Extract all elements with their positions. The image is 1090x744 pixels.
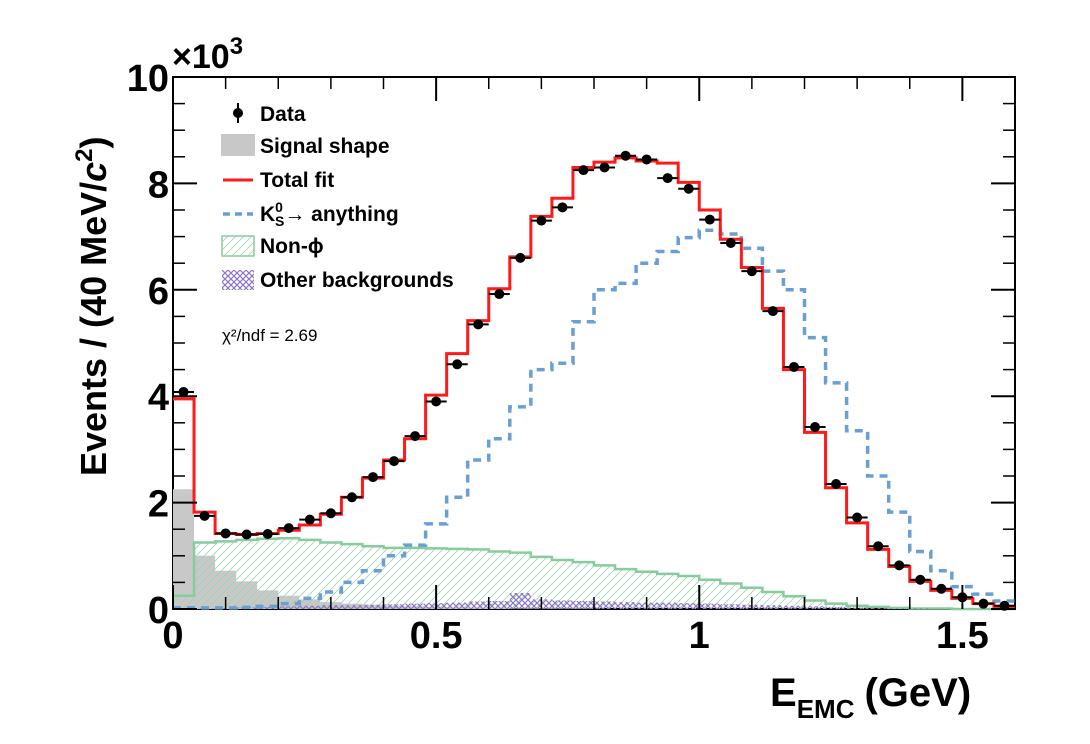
legend-data-label: Data <box>260 103 306 126</box>
legend-nonphi-label: Non-ϕ <box>260 235 324 258</box>
y-tick-label: 0 <box>148 590 169 632</box>
data-point <box>173 386 195 397</box>
data-point <box>720 237 742 248</box>
data-point <box>509 252 531 263</box>
data-point <box>741 266 763 277</box>
legend-ks-label: K0 S→ anything <box>260 199 399 229</box>
data-point <box>551 202 573 213</box>
data-point <box>362 472 384 483</box>
total-fit-series <box>173 156 1015 608</box>
data-point <box>657 173 679 184</box>
data-point <box>636 154 658 165</box>
data-point <box>404 431 426 442</box>
legend-total-label: Total fit <box>260 169 334 192</box>
y-axis-ticks: 0 2 4 6 8 10 <box>127 58 1015 632</box>
data-point <box>446 359 468 370</box>
data-point <box>699 214 721 225</box>
data-point <box>320 508 342 519</box>
x-tick-label: 0.5 <box>410 615 463 657</box>
data-point <box>341 492 363 503</box>
legend-nonphi-swatch <box>221 235 255 257</box>
non-phi-outline <box>173 536 1015 611</box>
ks-anything-line <box>173 228 1015 610</box>
ks-anything-series <box>173 228 1015 610</box>
y-tick-label: 6 <box>148 271 169 313</box>
x-axis-ticks: 0 0.5 1 1.5 <box>162 77 989 657</box>
y-tick-label: 10 <box>127 58 169 100</box>
data-point <box>846 512 868 523</box>
legend: Data Signal shape Total fit K0 S→ anythin… <box>221 103 454 292</box>
data-point <box>572 165 594 176</box>
data-point <box>867 541 889 552</box>
legend-other-swatch <box>222 270 254 290</box>
x-axis-label: EEMC (GeV) <box>770 671 971 724</box>
data-point <box>278 523 300 534</box>
x-tick-label: 1 <box>689 615 710 657</box>
legend-signal-swatch <box>221 134 255 156</box>
data-point <box>530 215 552 226</box>
non-phi-series <box>173 536 1015 611</box>
data-point <box>678 183 700 194</box>
legend-other-label: Other backgrounds <box>260 269 454 292</box>
data-point <box>383 456 405 467</box>
legend-signal-label: Signal shape <box>260 135 390 158</box>
data-point <box>909 574 931 585</box>
y-tick-label: 4 <box>148 377 169 419</box>
data-point <box>488 289 510 300</box>
data-point <box>615 150 637 161</box>
x-tick-label: 1.5 <box>936 615 989 657</box>
data-point <box>467 319 489 330</box>
data-point <box>762 306 784 317</box>
data-point <box>215 528 237 539</box>
data-point <box>888 560 910 571</box>
data-point <box>594 162 616 173</box>
data-point <box>972 598 994 609</box>
data-point <box>299 514 321 525</box>
non-phi-fill <box>173 538 1015 609</box>
y-tick-label: 2 <box>148 484 169 526</box>
y-tick-label: 8 <box>148 164 169 206</box>
y-axis-label: Events / (40 MeV/c2) <box>71 136 114 476</box>
data-point <box>425 396 447 407</box>
data-point <box>783 361 805 372</box>
data-point <box>825 478 847 489</box>
data-point <box>257 528 279 539</box>
legend-data-marker <box>233 103 243 123</box>
data-point <box>236 529 258 540</box>
data-point <box>804 422 826 433</box>
data-points-series <box>173 150 1015 611</box>
total-fit-line <box>173 156 1015 608</box>
data-point <box>194 510 216 521</box>
data-point <box>930 583 952 594</box>
x-tick-label: 0 <box>162 615 183 657</box>
chi2-annotation: χ²/ndf = 2.69 <box>222 326 317 345</box>
y-exponent: ×103 <box>172 33 243 76</box>
